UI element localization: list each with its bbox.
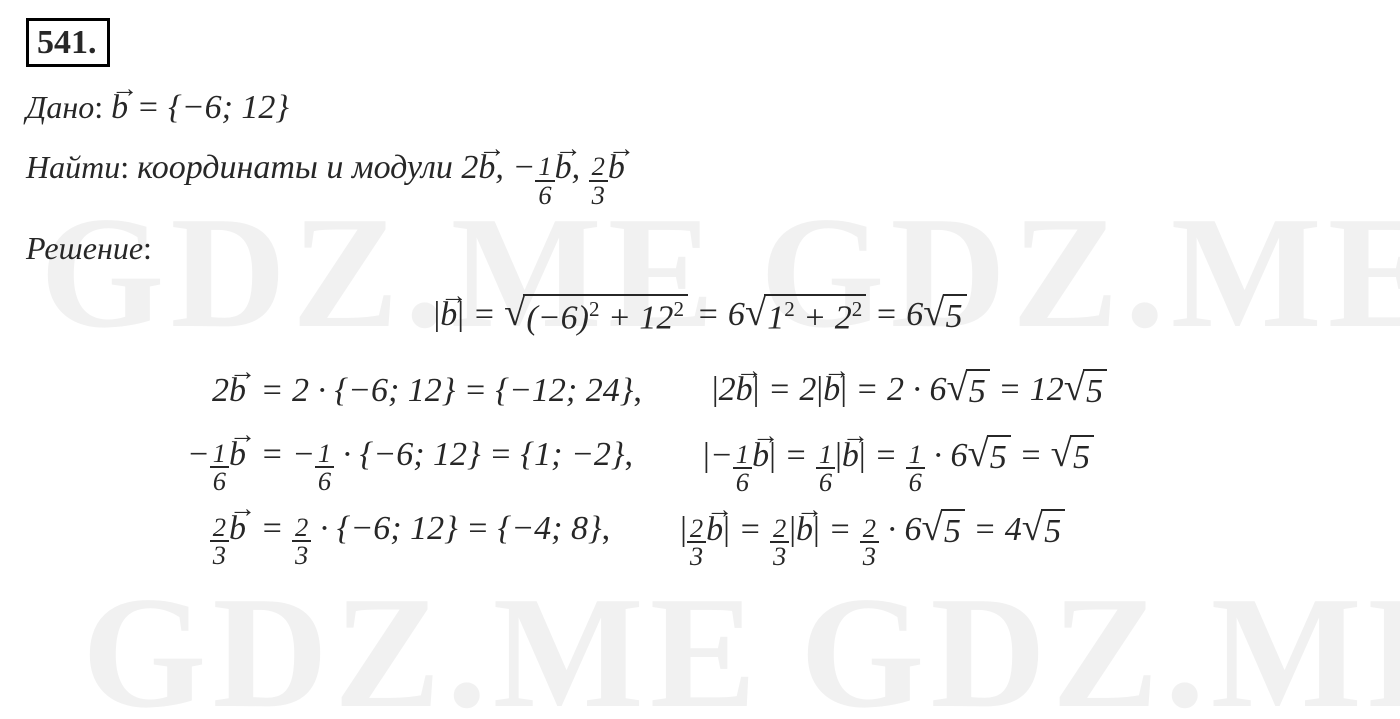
solution-label-text: Решение	[26, 230, 143, 266]
eq-neg16b-coords: −16→b = −16 · {−6; 12} = {1; −2},	[146, 436, 633, 495]
watermark: GDZ.ME	[82, 560, 762, 719]
eq-row-3: 23→b = 23 · {−6; 12} = {−4; 8}, |23→b| =…	[26, 507, 1374, 571]
eq-2b-mod: |2→b| = 2|→b| = 2 · 6√5 = 12√5	[712, 369, 1107, 414]
eq-neg16b-mod: |−16→b| = 16|→b| = 16 · 6√5 = √5	[703, 435, 1094, 496]
eq-row-1: 2→b = 2 · {−6; 12} = {−12; 24}, |2→b| = …	[26, 359, 1374, 423]
find-section: Найти: координаты и модули 2→b, −16→b, 2…	[26, 149, 1374, 208]
find-label: Найти	[26, 149, 120, 185]
solution-label: Решение:	[26, 230, 1374, 267]
eq-23b-mod: |23→b| = 23|→b| = 23 · 6√5 = 4√5	[680, 509, 1065, 570]
given-body: →b = {−6; 12}	[111, 89, 289, 126]
find-body: координаты и модули 2→b, −16→b, 23→b	[137, 149, 625, 186]
eq-row-2: −16→b = −16 · {−6; 12} = {1; −2}, |−16→b…	[26, 433, 1374, 497]
eq-2b-coords: 2→b = 2 · {−6; 12} = {−12; 24},	[146, 372, 642, 410]
given-section: Дано: →b = {−6; 12}	[26, 89, 1374, 127]
watermark: GDZ.ME	[800, 560, 1400, 719]
problem-number-label: 541.	[26, 18, 110, 67]
eq-23b-coords: 23→b = 23 · {−6; 12} = {−4; 8},	[146, 510, 610, 569]
eq-mod-b-expr: |→b| = √(−6)2 + 122 = 6√12 + 22 = 6√5	[433, 294, 966, 340]
eq-mod-b: |→b| = √(−6)2 + 122 = 6√12 + 22 = 6√5	[26, 285, 1374, 349]
solution-body: |→b| = √(−6)2 + 122 = 6√12 + 22 = 6√5 2→…	[26, 285, 1374, 571]
given-label: Дано	[26, 89, 94, 125]
